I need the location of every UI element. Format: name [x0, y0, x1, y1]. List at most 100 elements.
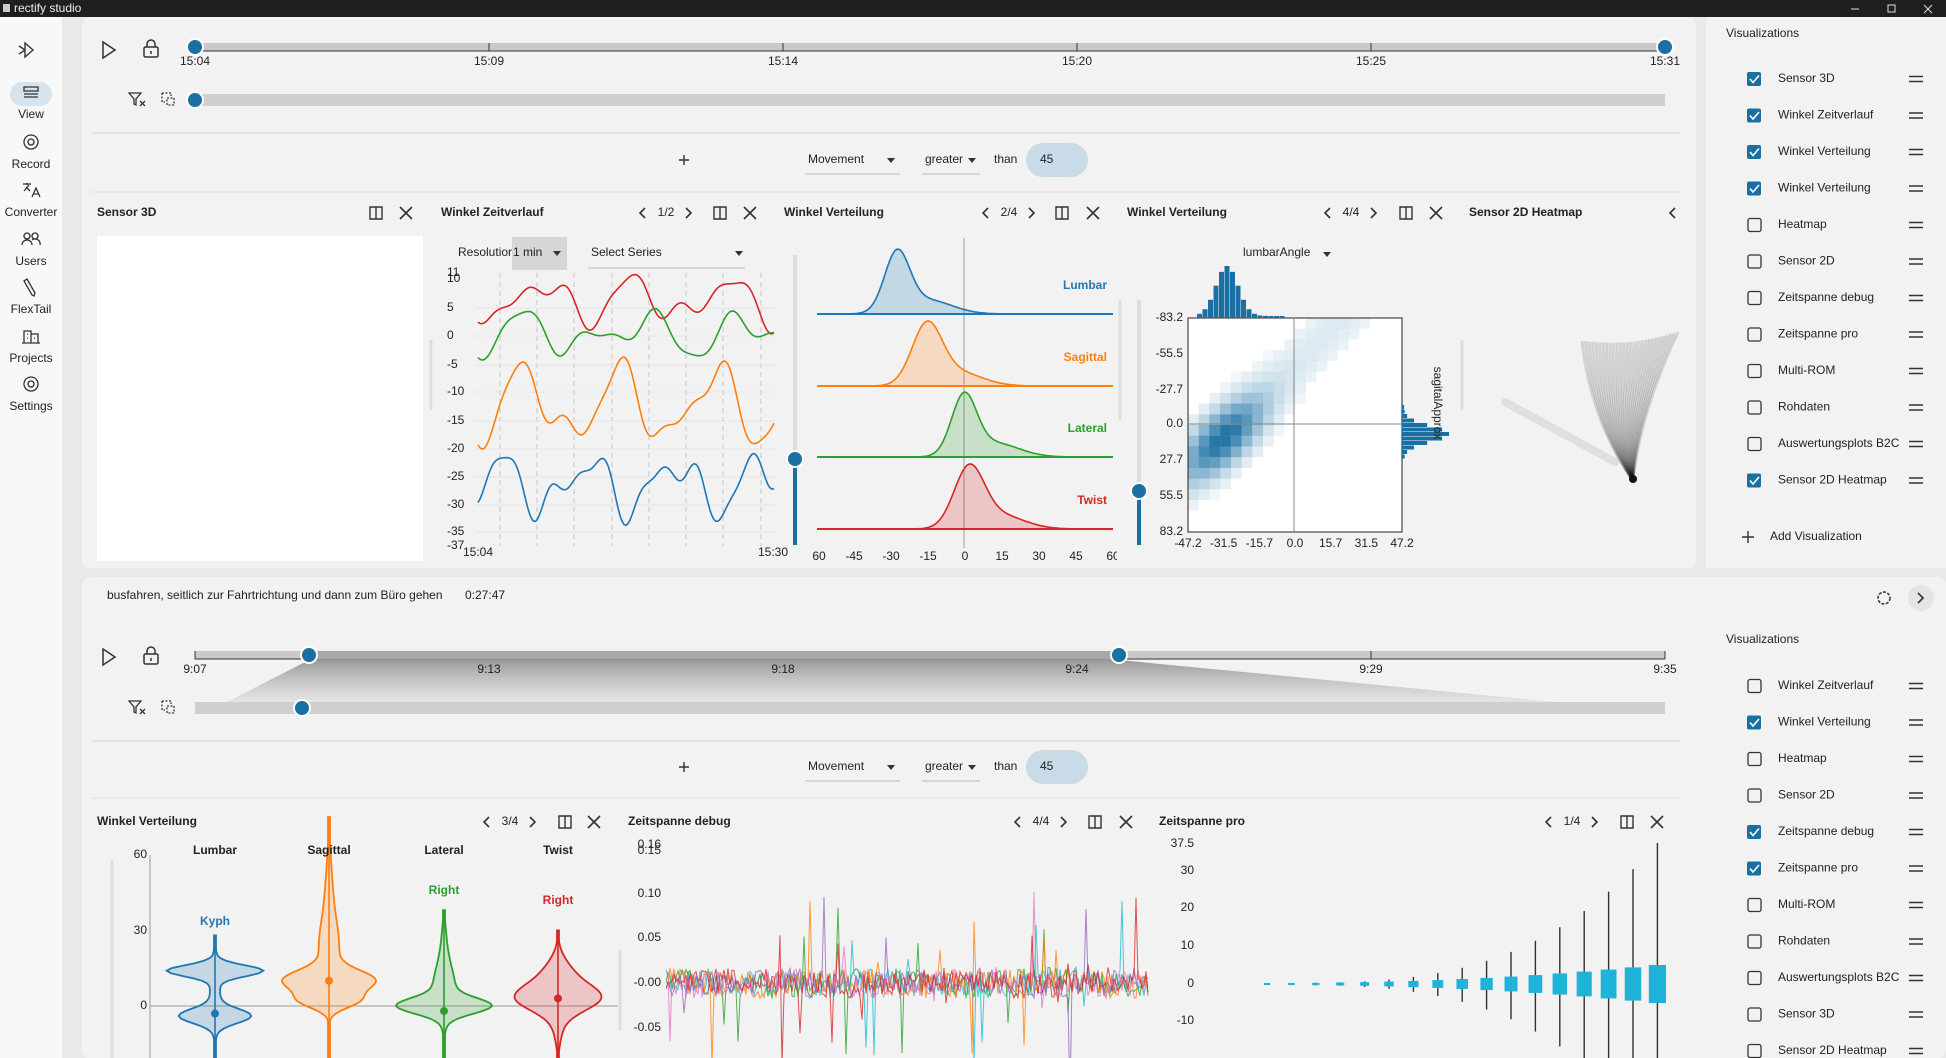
prev-button[interactable]	[1544, 816, 1552, 828]
prev-button[interactable]	[482, 816, 490, 828]
filter-value-field[interactable]	[1026, 143, 1088, 177]
drag-handle[interactable]	[1909, 294, 1923, 302]
checkbox[interactable]	[1747, 970, 1762, 986]
dropdown-caret[interactable]	[1323, 252, 1331, 257]
prev-button[interactable]	[1323, 207, 1331, 219]
drag-handle[interactable]	[1909, 477, 1923, 484]
checkbox-checked[interactable]	[1747, 861, 1761, 876]
slider-knob[interactable]	[293, 699, 311, 717]
split-button[interactable]	[369, 206, 383, 220]
nav-label[interactable]: Users	[15, 254, 46, 268]
checkbox[interactable]	[1747, 1007, 1762, 1022]
drag-handle[interactable]	[1909, 719, 1923, 726]
prev-button[interactable]	[638, 207, 646, 219]
next-button[interactable]	[1591, 816, 1599, 828]
close-button[interactable]	[1119, 815, 1133, 829]
drag-handle[interactable]	[1909, 865, 1923, 872]
drag-handle[interactable]	[1909, 792, 1923, 799]
dropdown-caret[interactable]	[968, 765, 976, 770]
drag-handle[interactable]	[1909, 331, 1923, 338]
checkbox[interactable]	[1747, 751, 1762, 767]
split-button[interactable]	[558, 815, 572, 829]
checkbox[interactable]	[1747, 217, 1762, 233]
slider-knob[interactable]	[186, 91, 204, 109]
dropdown-caret[interactable]	[553, 251, 561, 256]
drag-handle[interactable]	[1909, 828, 1923, 836]
next-button[interactable]	[1060, 816, 1068, 828]
close-button[interactable]	[1086, 206, 1100, 220]
split-button[interactable]	[1399, 206, 1413, 220]
window-close-button[interactable]	[1923, 4, 1933, 14]
slider-knob[interactable]	[300, 646, 318, 664]
split-button[interactable]	[1088, 815, 1102, 829]
lock-button[interactable]	[143, 653, 159, 665]
checkbox-checked[interactable]	[1747, 473, 1761, 488]
nav-icon[interactable]	[23, 134, 39, 150]
drag-handle[interactable]	[1909, 221, 1923, 229]
drag-handle[interactable]	[1909, 185, 1923, 192]
slider-knob[interactable]	[186, 38, 204, 56]
slider-knob[interactable]	[1110, 646, 1128, 664]
close-button[interactable]	[1650, 815, 1664, 829]
settings-button[interactable]	[1877, 591, 1891, 605]
nav-label[interactable]: Settings	[9, 399, 52, 413]
next-button[interactable]	[1917, 592, 1925, 604]
drag-handle[interactable]	[1909, 75, 1923, 83]
drag-handle[interactable]	[1909, 148, 1923, 156]
close-button[interactable]	[399, 206, 413, 220]
play-button[interactable]	[102, 647, 117, 667]
close-button[interactable]	[1429, 206, 1443, 220]
checkbox[interactable]	[1747, 363, 1762, 379]
dropdown-caret[interactable]	[887, 158, 895, 163]
drag-handle[interactable]	[1909, 974, 1923, 982]
next-button[interactable]	[529, 816, 537, 828]
checkbox[interactable]	[1747, 897, 1762, 913]
filter-field[interactable]: Movement	[808, 152, 865, 166]
nav-icon[interactable]	[23, 278, 36, 297]
filter-operator[interactable]: greater	[925, 759, 963, 773]
checkbox[interactable]	[1747, 254, 1762, 269]
slider-knob[interactable]	[786, 450, 804, 468]
dropdown-caret[interactable]	[968, 158, 976, 163]
filter-button[interactable]	[127, 700, 146, 715]
drag-handle[interactable]	[1909, 112, 1923, 119]
checkbox[interactable]	[1747, 327, 1762, 342]
checkbox-checked[interactable]	[1747, 825, 1761, 839]
checkbox-checked[interactable]	[1747, 145, 1761, 159]
add-button[interactable]	[1742, 531, 1754, 543]
nav-icon[interactable]	[23, 86, 39, 98]
checkbox-checked[interactable]	[1747, 715, 1761, 730]
checkbox-checked[interactable]	[1747, 72, 1761, 86]
drag-handle[interactable]	[1909, 1011, 1923, 1018]
maximize-button[interactable]	[1887, 4, 1896, 13]
add-button[interactable]	[679, 155, 689, 165]
series-select[interactable]: Select Series	[591, 245, 662, 259]
nav-icon[interactable]	[22, 330, 40, 344]
close-button[interactable]	[743, 206, 757, 220]
split-button[interactable]	[1055, 206, 1069, 220]
filter-button[interactable]	[127, 92, 146, 107]
checkbox[interactable]	[1747, 400, 1762, 415]
dropdown-caret[interactable]	[887, 765, 895, 770]
next-button[interactable]	[1370, 207, 1378, 219]
filter-field[interactable]: Movement	[808, 759, 865, 773]
drag-handle[interactable]	[1909, 404, 1923, 411]
split-button[interactable]	[713, 206, 727, 220]
drag-handle[interactable]	[1909, 755, 1923, 763]
play-button[interactable]	[102, 40, 117, 60]
checkbox[interactable]	[1747, 678, 1762, 694]
axis-selector[interactable]: lumbarAngle	[1243, 245, 1311, 259]
checkbox-checked[interactable]	[1747, 181, 1761, 196]
nav-icon[interactable]	[23, 183, 41, 198]
add-visualization[interactable]: Add Visualization	[1770, 529, 1862, 543]
split-button[interactable]	[1620, 815, 1634, 829]
lock-button[interactable]	[143, 46, 159, 58]
bluetooth-icon[interactable]	[18, 41, 35, 59]
nav-label[interactable]: Converter	[5, 205, 58, 219]
next-button[interactable]	[1028, 207, 1036, 219]
slider-knob[interactable]	[1130, 482, 1148, 500]
nav-label[interactable]: Record	[12, 157, 51, 171]
nav-label[interactable]: Projects	[9, 351, 52, 365]
add-button[interactable]	[679, 762, 689, 772]
nav-icon[interactable]	[21, 232, 41, 246]
